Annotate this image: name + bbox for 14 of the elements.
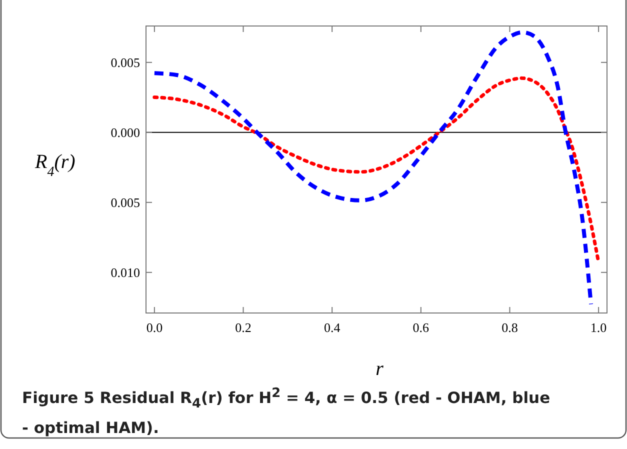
x-tick-label: 0.6 (412, 320, 430, 335)
text: Figure 5 Residual R$_{4}$(r) for H$^{2}$ = 4, α = 0.5 (red - OHAM, blue - optimal HAM). (22, 386, 550, 438)
line-series (152, 30, 594, 306)
y-tick-label: 0.000 (110, 124, 140, 140)
y-tick-label: 0.005 (110, 194, 140, 210)
x-tick-label: 0.2 (235, 320, 252, 335)
y-tick-label: 0.010 (110, 264, 140, 280)
x-tick-label: 1.0 (590, 320, 607, 335)
x-tick-label: 0.0 (146, 320, 163, 335)
y-tick-label: 0.005 (110, 54, 140, 70)
x-tick-label: 0.4 (324, 320, 341, 335)
x-axis-title: r (376, 358, 384, 380)
x-tick-label: 0.8 (502, 320, 518, 335)
y-axis-title: R$_{4}$(r) (34, 151, 76, 180)
